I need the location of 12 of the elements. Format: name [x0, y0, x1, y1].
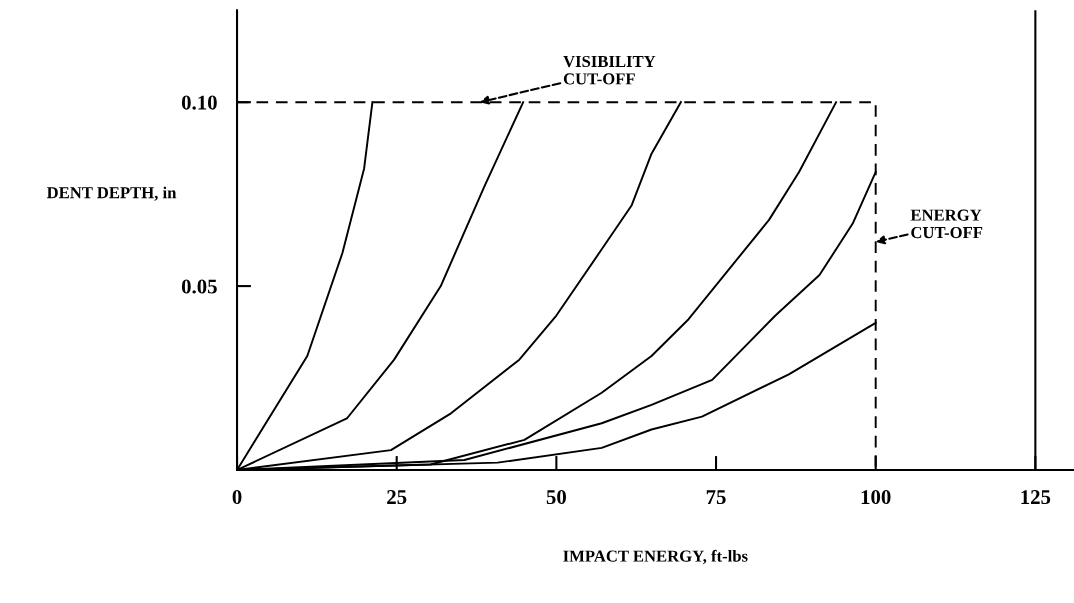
y-axis-title: DENT DEPTH, in	[46, 186, 177, 201]
annotation: ENERGY CUT-OFF	[910, 209, 983, 239]
x-axis-title: IMPACT ENERGY, ft-lbs	[563, 549, 748, 565]
x-tick-label: 50	[546, 490, 566, 505]
y-tick-label: 0.10	[181, 95, 217, 110]
annotation: VISIBILITY CUT-OFF	[563, 55, 656, 85]
y-tick-label: 0.05	[181, 279, 217, 294]
x-tick-label: 25	[387, 490, 407, 505]
x-tick-label: 125	[1021, 490, 1051, 505]
x-tick-label: 0	[232, 490, 242, 505]
x-tick-label: 75	[706, 490, 726, 505]
x-tick-label: 100	[861, 490, 891, 505]
